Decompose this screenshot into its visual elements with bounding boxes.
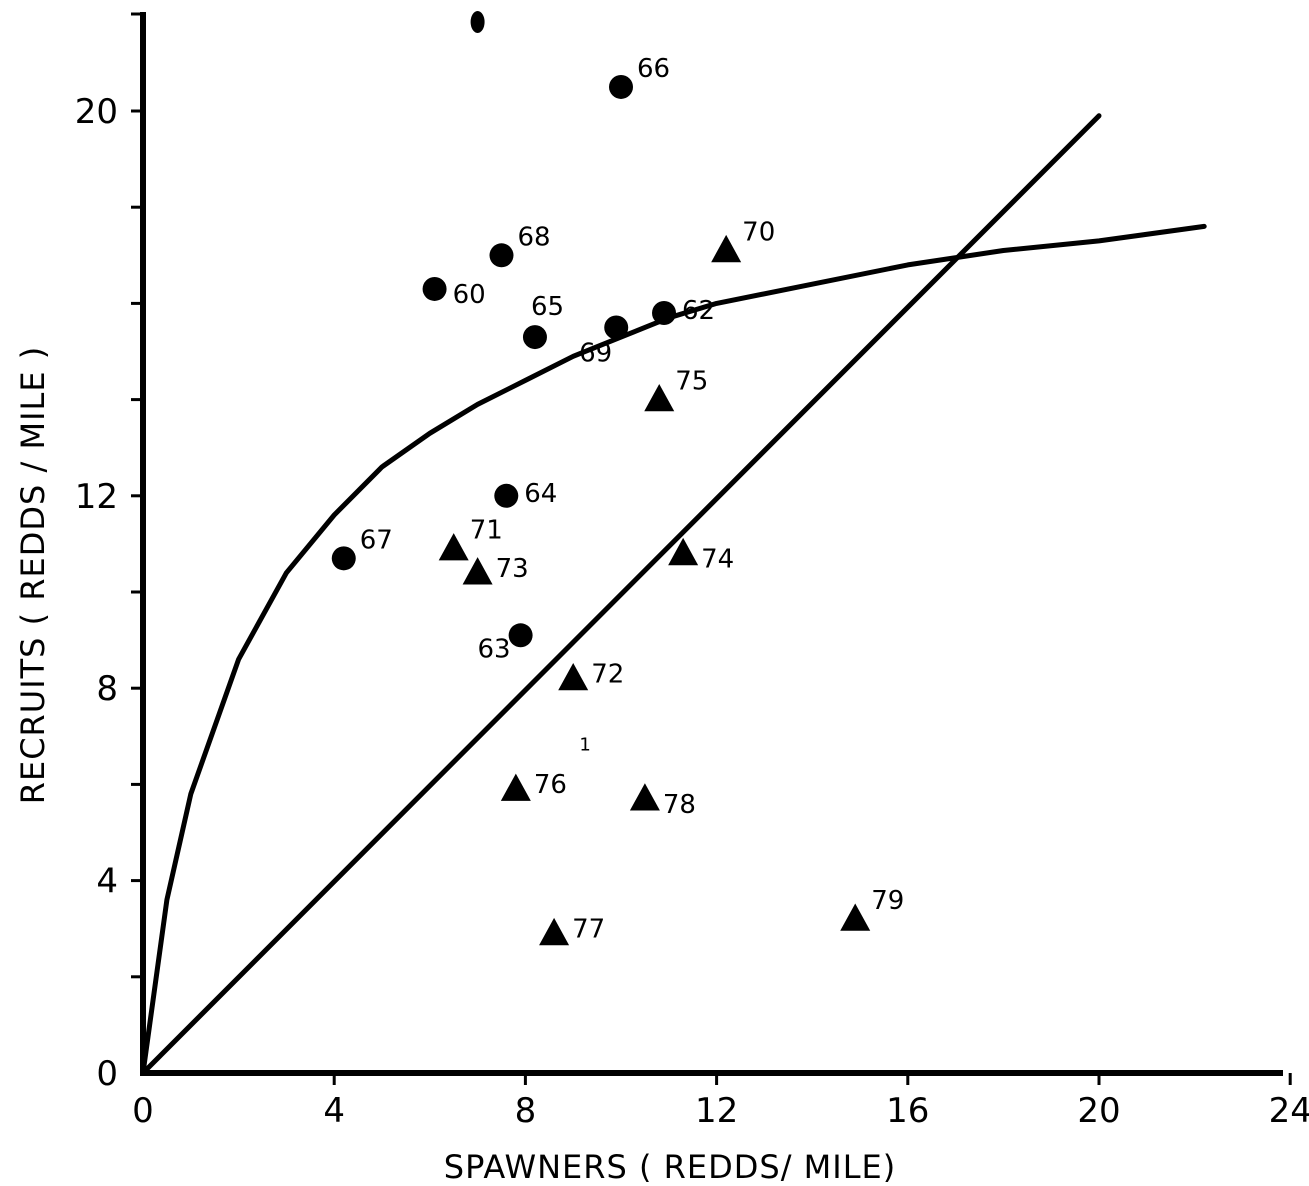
point-label: 62 bbox=[682, 296, 715, 326]
axes-layer bbox=[140, 12, 1283, 1076]
y-tick-label: 0 bbox=[96, 1054, 118, 1094]
triangle-point bbox=[644, 384, 675, 412]
x-tick-label: 16 bbox=[886, 1091, 929, 1131]
annotation-text: 1 bbox=[579, 735, 590, 756]
point-label: 66 bbox=[637, 54, 670, 84]
circle-point bbox=[489, 243, 514, 268]
y-tick-label: 8 bbox=[96, 669, 118, 709]
x-tick-label: 20 bbox=[1077, 1091, 1120, 1131]
point-label: 77 bbox=[572, 915, 605, 945]
point-label: 75 bbox=[675, 367, 708, 397]
x-axis-title: SPAWNERS ( REDDS/ MILE) bbox=[444, 1148, 896, 1186]
circle-point bbox=[331, 546, 356, 571]
triangle-point bbox=[558, 662, 589, 691]
y-tick-label: 20 bbox=[75, 92, 118, 132]
circle-point bbox=[494, 483, 519, 508]
point-label: 60 bbox=[453, 280, 486, 310]
x-tick-label: 24 bbox=[1269, 1091, 1309, 1131]
point-label: 70 bbox=[742, 217, 775, 247]
point-label: 74 bbox=[701, 545, 734, 575]
point-label: 72 bbox=[591, 660, 624, 690]
point-label: 67 bbox=[360, 525, 393, 555]
x-tick-label: 0 bbox=[132, 1091, 154, 1131]
y-axis-title: RECRUITS ( REDDS / MILE ) bbox=[14, 346, 52, 805]
point-label: 63 bbox=[478, 634, 511, 664]
circle-point bbox=[470, 11, 485, 33]
triangle-point bbox=[500, 773, 531, 801]
point-label: 78 bbox=[663, 790, 696, 820]
ticks-layer: 0 4 8 12 16 20 24 0 4 8 12 20 bbox=[75, 12, 1309, 1131]
point-label: 64 bbox=[524, 479, 557, 509]
point-label: 65 bbox=[531, 292, 564, 322]
point-label: 79 bbox=[871, 886, 904, 916]
points-layer bbox=[331, 11, 871, 946]
triangle-point bbox=[711, 234, 742, 263]
lines-layer bbox=[140, 113, 1207, 1076]
y-tick-label: 4 bbox=[96, 862, 118, 902]
triangle-point bbox=[462, 557, 493, 585]
point-label: 76 bbox=[534, 770, 567, 800]
point-label: 69 bbox=[579, 338, 612, 368]
circle-point bbox=[652, 301, 677, 326]
labels-layer: 60 62 63 64 65 66 67 68 69 70 71 72 73 74 75 76 77 78 79 1 bbox=[360, 54, 905, 945]
triangle-point bbox=[539, 917, 570, 946]
triangle-point bbox=[840, 903, 871, 931]
replacement-line bbox=[140, 113, 1102, 1076]
y-tick-label: 12 bbox=[75, 477, 118, 517]
recruitment-curve-line bbox=[140, 223, 1207, 1076]
triangle-point bbox=[668, 537, 699, 566]
point-label: 71 bbox=[470, 516, 503, 546]
point-label: 68 bbox=[518, 222, 551, 252]
circle-point bbox=[522, 325, 547, 350]
x-tick-label: 12 bbox=[695, 1091, 738, 1131]
circle-point bbox=[609, 74, 633, 99]
point-label: 73 bbox=[496, 554, 529, 584]
x-tick-label: 8 bbox=[515, 1091, 537, 1131]
triangle-point bbox=[438, 533, 469, 561]
x-tick-label: 4 bbox=[323, 1091, 345, 1131]
circle-point bbox=[508, 623, 533, 648]
circle-point bbox=[604, 315, 629, 340]
circle-point bbox=[422, 276, 447, 301]
triangle-point bbox=[629, 783, 660, 811]
